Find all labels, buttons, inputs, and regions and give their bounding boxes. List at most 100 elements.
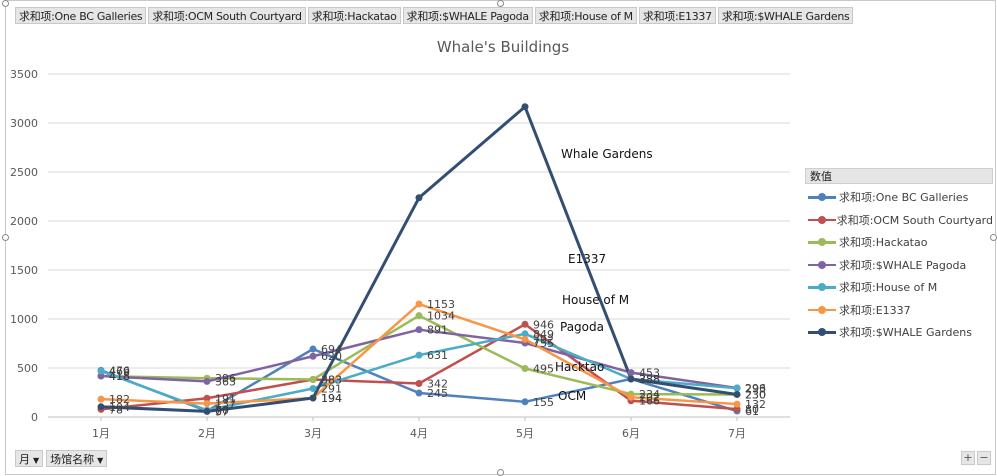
legend-entry[interactable]: 求和项:OCM South Courtyard: [805, 209, 993, 232]
y-tick-label: 1000: [10, 313, 38, 326]
data-point: [521, 398, 529, 406]
resize-handle-left[interactable]: [2, 234, 9, 241]
y-tick-label: 500: [17, 362, 38, 375]
legend-entry[interactable]: 求和项:E1337: [805, 299, 993, 322]
annotation-label: House of M: [562, 293, 629, 307]
data-label: 363: [215, 375, 236, 388]
field-button-ocm-south-courtyard[interactable]: 求和项:OCM South Courtyard: [148, 7, 306, 24]
data-label: 80: [745, 403, 759, 416]
y-tick-label: 0: [31, 411, 38, 424]
data-point: [415, 389, 423, 397]
data-label: 388: [639, 373, 660, 386]
expand-button[interactable]: +: [961, 451, 975, 465]
data-point: [415, 194, 423, 202]
data-label: 67: [215, 405, 229, 418]
venue-filter-label: 场馆名称: [50, 453, 95, 466]
x-tick-label: 3月: [304, 427, 322, 440]
legend-label: 求和项:Hackatao: [839, 236, 928, 250]
chart-legend: 数值 求和项:One BC Galleries 求和项:OCM South Cou…: [805, 168, 993, 344]
legend-title[interactable]: 数值: [805, 168, 993, 184]
data-label: 891: [427, 324, 448, 337]
pivot-value-fields-bar: 求和项:One BC Galleries 求和项:OCM South Court…: [15, 7, 854, 24]
data-point: [309, 384, 317, 392]
legend-label: 求和项:House of M: [839, 281, 938, 295]
data-label: 388: [639, 373, 660, 386]
legend-swatch: [808, 191, 836, 203]
data-label: 342: [427, 377, 448, 390]
data-point: [521, 103, 529, 111]
data-label: 57: [215, 405, 229, 418]
data-label: 70: [215, 404, 229, 417]
legend-entry[interactable]: 求和项:$WHALE Pagoda: [805, 254, 993, 277]
legend-swatch: [808, 236, 836, 248]
legend-swatch: [808, 326, 836, 338]
data-label: 78: [109, 403, 123, 416]
data-label: 182: [109, 393, 130, 406]
data-label: 620: [321, 350, 342, 363]
legend-entry[interactable]: 求和项:House of M: [805, 276, 993, 299]
legend-label: 求和项:$WHALE Pagoda: [839, 258, 967, 272]
data-point: [97, 403, 105, 411]
resize-handle-top-left[interactable]: [2, 0, 9, 7]
legend-entry[interactable]: 求和项:$WHALE Gardens: [805, 321, 993, 344]
data-label: 155: [533, 396, 554, 409]
legend-label: 求和项:$WHALE Gardens: [839, 326, 972, 340]
chart-title: Whale's Buildings: [437, 38, 569, 56]
venue-filter-button[interactable]: 场馆名称 ▼: [46, 450, 108, 467]
legend-label: 求和项:One BC Galleries: [839, 191, 969, 205]
field-button-hackatao[interactable]: 求和项:Hackatao: [307, 7, 401, 24]
data-label: 245: [427, 387, 448, 400]
field-button-whale-pagoda[interactable]: 求和项:$WHALE Pagoda: [402, 7, 533, 24]
field-button-one-bc-galleries[interactable]: 求和项:One BC Galleries: [15, 7, 147, 24]
data-label: 191: [215, 392, 236, 405]
data-point: [521, 320, 529, 328]
data-label: 137: [215, 398, 236, 411]
data-label: 631: [427, 349, 448, 362]
data-point: [733, 384, 741, 392]
data-point: [627, 369, 635, 377]
legend-label: 求和项:OCM South Courtyard: [836, 213, 993, 227]
legend-entry[interactable]: 求和项:Hackatao: [805, 231, 993, 254]
data-point: [415, 351, 423, 359]
data-point: [415, 300, 423, 308]
data-point: [309, 352, 317, 360]
month-filter-button[interactable]: 月 ▼: [15, 450, 44, 467]
data-point: [309, 345, 317, 353]
field-button-house-of-m[interactable]: 求和项:House of M: [534, 7, 637, 24]
data-point: [415, 326, 423, 334]
data-label: 453: [639, 367, 660, 380]
data-point: [97, 395, 105, 403]
data-label: 396: [215, 372, 236, 385]
data-label: 132: [745, 398, 766, 411]
x-tick-label: 6月: [622, 427, 640, 440]
y-tick-label: 1500: [10, 264, 38, 277]
data-point: [415, 379, 423, 387]
data-point: [203, 377, 211, 385]
data-label: 296: [745, 382, 766, 395]
chevron-down-icon: ▼: [33, 456, 40, 465]
data-label: 1153: [427, 298, 455, 311]
data-label: 792: [533, 333, 554, 346]
annotation-label: E1337: [568, 252, 606, 266]
data-point: [97, 367, 105, 375]
resize-handle-top[interactable]: [497, 0, 504, 7]
data-label: 469: [109, 365, 130, 378]
month-filter-label: 月: [19, 453, 30, 466]
data-label: 234: [639, 388, 660, 401]
legend-entry[interactable]: 求和项:One BC Galleries: [805, 186, 993, 209]
data-point: [733, 405, 741, 413]
field-button-e1337[interactable]: 求和项:E1337: [638, 7, 716, 24]
legend-swatch: [808, 304, 836, 316]
annotation-label: Whale Gardens: [561, 147, 653, 161]
data-point: [521, 335, 529, 343]
field-button-whale-gardens[interactable]: 求和项:$WHALE Gardens: [717, 7, 854, 24]
data-label: 946: [533, 318, 554, 331]
data-label: 194: [321, 392, 342, 405]
collapse-button[interactable]: −: [977, 451, 991, 465]
data-label: 694: [321, 343, 342, 356]
data-point: [97, 372, 105, 380]
annotation-label: OCM: [558, 389, 586, 403]
data-point: [627, 393, 635, 401]
data-label: 194: [321, 392, 342, 405]
